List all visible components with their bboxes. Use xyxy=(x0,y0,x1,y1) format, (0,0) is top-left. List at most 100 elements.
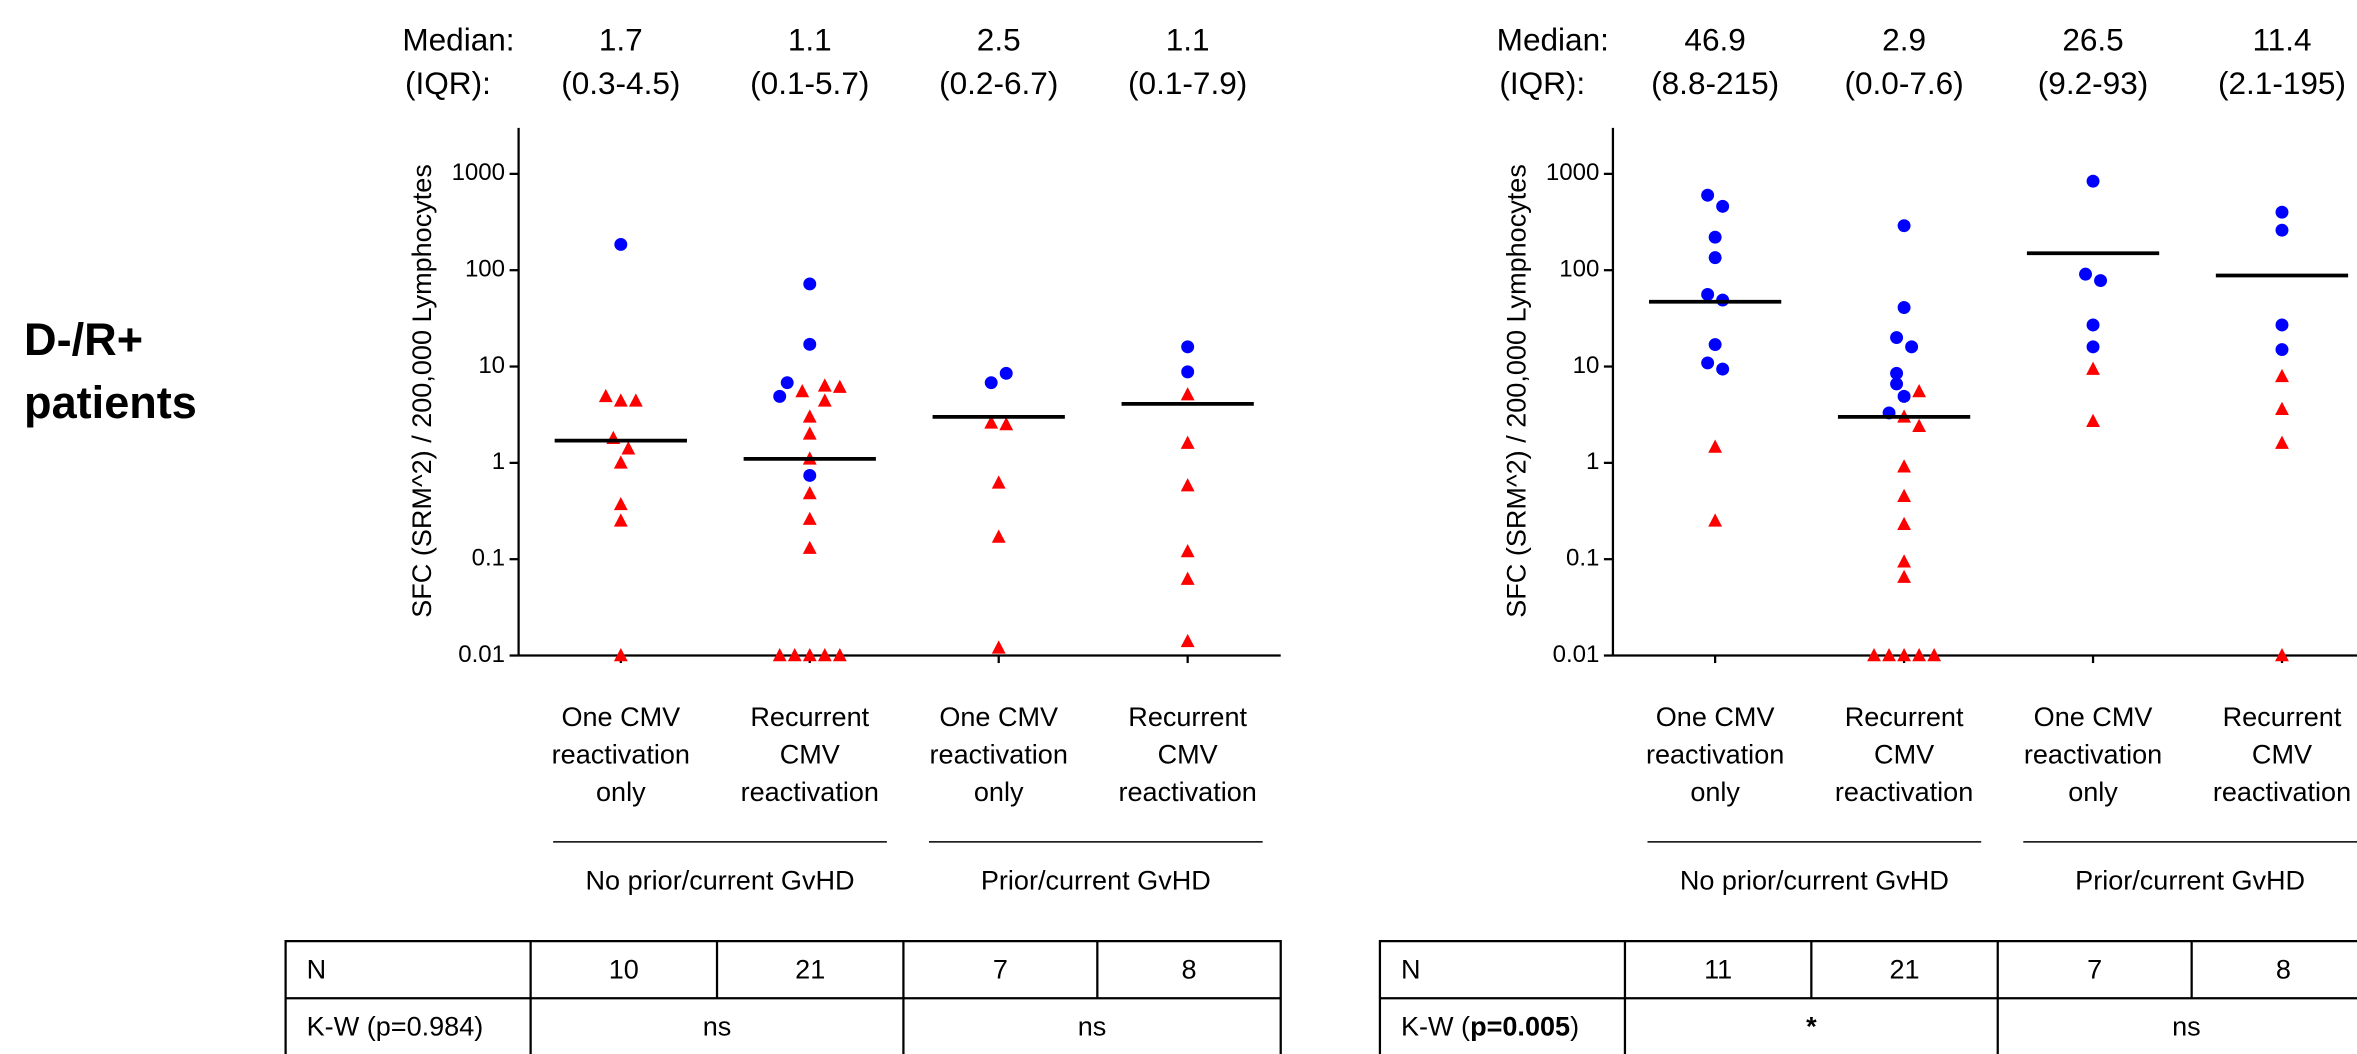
point xyxy=(2275,648,2289,662)
x-tick-label: CMV xyxy=(1158,739,1218,769)
point xyxy=(1708,230,1722,244)
table-cell: ns xyxy=(2172,1011,2201,1041)
point xyxy=(2086,361,2100,375)
point xyxy=(2094,274,2108,288)
table-cell: ns xyxy=(1078,1011,1107,1041)
point xyxy=(1716,362,1730,376)
point xyxy=(1708,251,1722,265)
point xyxy=(2086,413,2100,428)
group-label: No prior/current GvHD xyxy=(1680,866,1949,896)
y-tick-label: 10 xyxy=(1573,352,1600,379)
point xyxy=(613,393,628,407)
x-tick-label: Recurrent xyxy=(1128,702,1247,732)
iqr-value: (2.1-195) xyxy=(2218,65,2346,101)
point xyxy=(803,337,817,351)
point xyxy=(1890,377,1904,391)
y-tick-label: 1 xyxy=(492,448,505,475)
point xyxy=(984,376,998,390)
point xyxy=(787,648,802,662)
point xyxy=(2275,401,2289,415)
x-tick-label: Recurrent xyxy=(1845,702,1964,732)
group-label: Prior/current GvHD xyxy=(2075,866,2305,896)
x-tick-label: One CMV xyxy=(1656,702,1775,732)
x-tick-label: CMV xyxy=(780,739,840,769)
table-cell: N xyxy=(307,954,327,984)
x-tick-label: reactivation xyxy=(1119,777,1257,807)
table-cell: * xyxy=(1806,1011,1817,1041)
group-label: No prior/current GvHD xyxy=(586,866,855,896)
table-cell: K-W (p=0.984) xyxy=(307,1011,484,1041)
x-tick-label: reactivation xyxy=(1835,777,1973,807)
y-tick-label: 1 xyxy=(1586,448,1599,475)
median-value: 1.1 xyxy=(1166,22,1210,58)
point xyxy=(832,648,847,662)
point xyxy=(2275,343,2289,357)
point xyxy=(1180,478,1195,492)
point xyxy=(803,468,817,482)
point xyxy=(773,389,787,403)
point xyxy=(991,475,1006,489)
table-cell: 7 xyxy=(993,954,1008,984)
iqr-value: (0.2-6.7) xyxy=(939,65,1058,101)
point xyxy=(1897,569,1912,583)
point xyxy=(1897,554,1912,568)
median-value: 1.7 xyxy=(599,22,643,58)
point xyxy=(802,648,817,662)
point xyxy=(803,277,817,291)
point xyxy=(1180,387,1195,401)
point xyxy=(613,496,628,511)
point xyxy=(2275,223,2289,237)
y-tick-label: 0.1 xyxy=(1566,545,1599,572)
point xyxy=(1927,648,1942,662)
y-tick-label: 0.01 xyxy=(458,641,505,668)
x-tick-label: only xyxy=(974,777,1024,807)
iqr-value: (0.0-7.6) xyxy=(1844,65,1963,101)
point xyxy=(2275,205,2289,219)
table: N 11 21 7 8 K-W (p=0.005) * ns xyxy=(1378,940,2357,1054)
point xyxy=(1897,516,1912,531)
point xyxy=(1181,340,1195,354)
x-tick-label: reactivation xyxy=(2213,777,2351,807)
median-value: 26.5 xyxy=(2062,22,2123,58)
point xyxy=(999,366,1013,380)
table-cell: 11 xyxy=(1704,954,1732,984)
table-cell: 10 xyxy=(609,954,639,984)
point xyxy=(999,417,1014,431)
x-tick-label: reactivation xyxy=(741,777,879,807)
table-cell: ns xyxy=(703,1011,732,1041)
table-text: K-W ( xyxy=(1401,1011,1470,1041)
x-tick-label: only xyxy=(596,777,646,807)
point xyxy=(1708,439,1723,453)
point xyxy=(1890,331,1904,344)
point xyxy=(1180,633,1195,648)
point xyxy=(817,648,832,662)
x-tick-label: One CMV xyxy=(2034,702,2153,732)
group-label: Prior/current GvHD xyxy=(981,866,1211,896)
point xyxy=(1701,188,1715,202)
y-tick-label: 100 xyxy=(465,256,505,283)
y-tick-label: 10 xyxy=(478,352,505,379)
table-cell: K-W (p=0.005) xyxy=(1401,1011,1579,1041)
point xyxy=(802,511,817,525)
point xyxy=(1897,389,1911,403)
iqr-label: (IQR): xyxy=(405,65,491,101)
point xyxy=(817,378,832,392)
point xyxy=(2275,368,2289,383)
median-value: 11.4 xyxy=(2252,22,2311,58)
table-cell: 8 xyxy=(1181,954,1196,984)
point xyxy=(991,640,1006,654)
point xyxy=(1180,571,1195,585)
point xyxy=(1882,648,1896,662)
x-tick-label: CMV xyxy=(1874,739,1934,769)
point xyxy=(780,376,794,390)
median-value: 2.9 xyxy=(1882,22,1926,58)
table-text: ) xyxy=(1570,1011,1579,1041)
iqr-label: (IQR): xyxy=(1499,65,1585,101)
y-tick-label: 0.1 xyxy=(472,545,505,572)
table-cell: 21 xyxy=(1889,954,1919,984)
iqr-value: (8.8-215) xyxy=(1651,65,1779,101)
point xyxy=(2086,174,2100,188)
median-value: 46.9 xyxy=(1684,22,1745,58)
